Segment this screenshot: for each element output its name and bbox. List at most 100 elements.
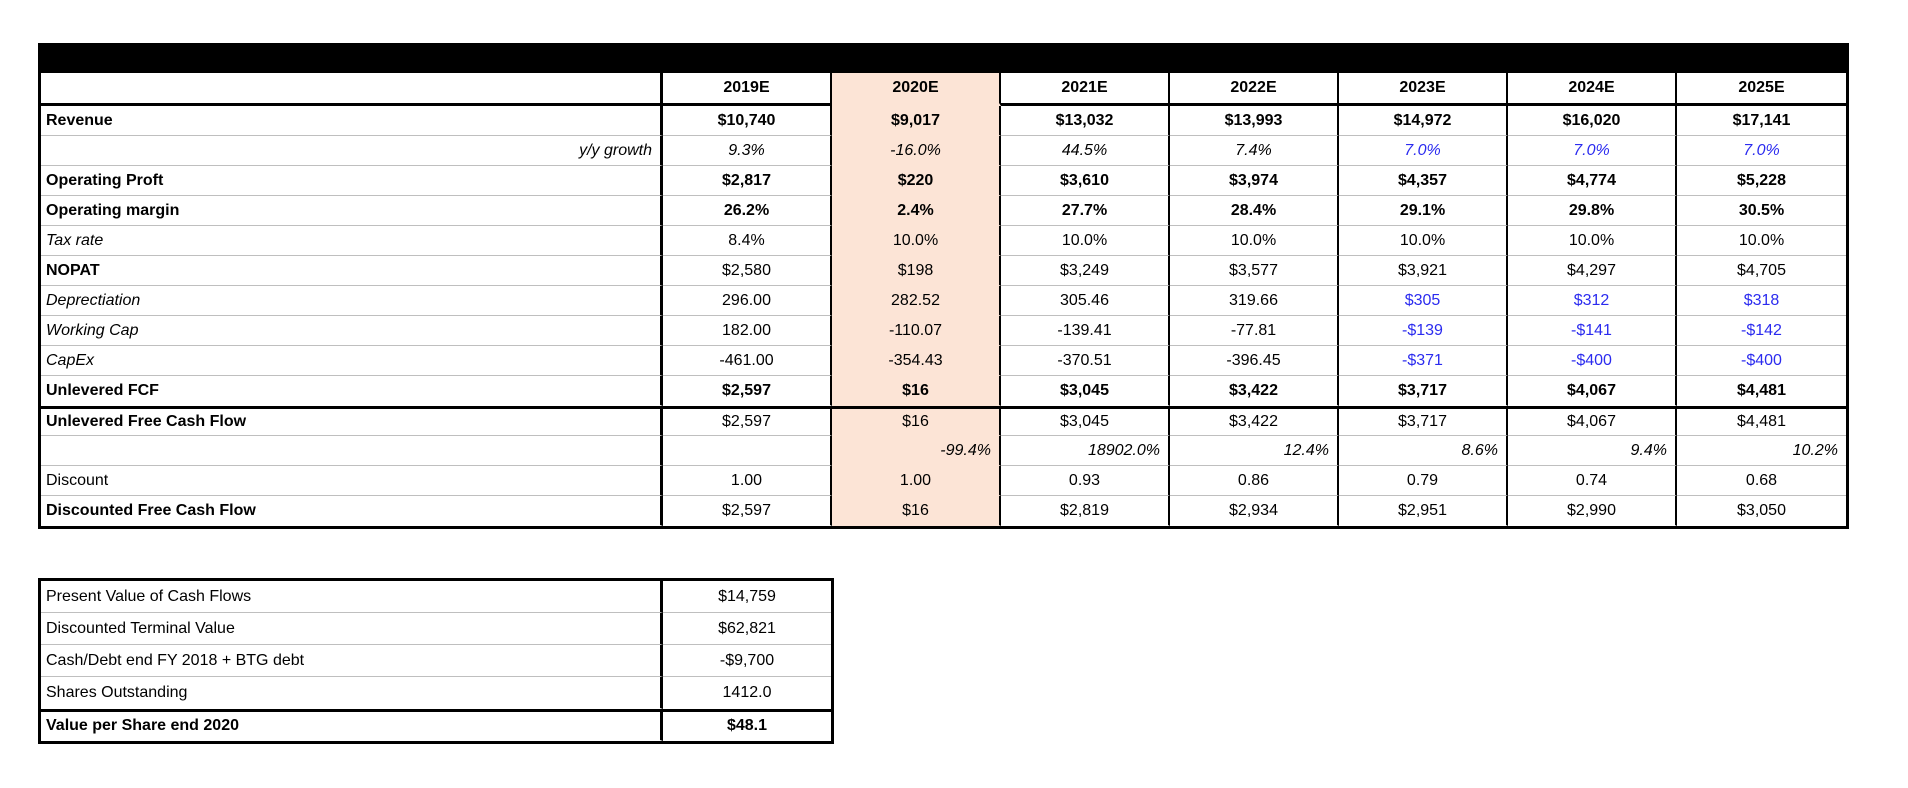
cell-2024e-capex[interactable]: -$400 (1508, 346, 1677, 376)
cell-2022e-operating-proft[interactable]: $3,974 (1170, 166, 1339, 196)
cell-2020e-unlevered-free-cash-flow[interactable]: $16 (832, 406, 1001, 436)
summary-value-cash-debt-end-fy-2018-btg-debt[interactable]: -$9,700 (663, 645, 831, 677)
summary-label-cash-debt-end-fy-2018-btg-debt[interactable]: Cash/Debt end FY 2018 + BTG debt (41, 645, 663, 677)
row-label-discount[interactable]: Discount (41, 466, 663, 496)
cell-2019e-operating-margin[interactable]: 26.2% (663, 196, 832, 226)
column-header-2025e[interactable]: 2025E (1677, 73, 1846, 106)
cell-2020e-row11[interactable]: -99.4% (832, 436, 1001, 466)
summary-label-shares-outstanding[interactable]: Shares Outstanding (41, 677, 663, 709)
cell-2020e-tax-rate[interactable]: 10.0% (832, 226, 1001, 256)
cell-2019e-working-cap[interactable]: 182.00 (663, 316, 832, 346)
cell-2024e-unlevered-fcf[interactable]: $4,067 (1508, 376, 1677, 406)
cell-2021e-y-y-growth[interactable]: 44.5% (1001, 136, 1170, 166)
cell-2023e-y-y-growth[interactable]: 7.0% (1339, 136, 1508, 166)
cell-2021e-unlevered-fcf[interactable]: $3,045 (1001, 376, 1170, 406)
cell-2022e-tax-rate[interactable]: 10.0% (1170, 226, 1339, 256)
cell-2022e-discount[interactable]: 0.86 (1170, 466, 1339, 496)
cell-2023e-discount[interactable]: 0.79 (1339, 466, 1508, 496)
column-header-2019e[interactable]: 2019E (663, 73, 832, 106)
cell-2025e-unlevered-free-cash-flow[interactable]: $4,481 (1677, 406, 1846, 436)
summary-value-discounted-terminal-value[interactable]: $62,821 (663, 613, 831, 645)
cell-2020e-discount[interactable]: 1.00 (832, 466, 1001, 496)
cell-2025e-capex[interactable]: -$400 (1677, 346, 1846, 376)
row-label-row11[interactable] (41, 436, 663, 466)
row-label-capex[interactable]: CapEx (41, 346, 663, 376)
cell-2024e-operating-margin[interactable]: 29.8% (1508, 196, 1677, 226)
cell-2020e-capex[interactable]: -354.43 (832, 346, 1001, 376)
cell-2022e-deprectiation[interactable]: 319.66 (1170, 286, 1339, 316)
row-label-deprectiation[interactable]: Deprectiation (41, 286, 663, 316)
cell-2021e-discount[interactable]: 0.93 (1001, 466, 1170, 496)
cell-2024e-tax-rate[interactable]: 10.0% (1508, 226, 1677, 256)
cell-2023e-tax-rate[interactable]: 10.0% (1339, 226, 1508, 256)
cell-2020e-unlevered-fcf[interactable]: $16 (832, 376, 1001, 406)
cell-2024e-revenue[interactable]: $16,020 (1508, 106, 1677, 136)
cell-2025e-nopat[interactable]: $4,705 (1677, 256, 1846, 286)
cell-2020e-discounted-free-cash-flow[interactable]: $16 (832, 496, 1001, 526)
summary-label-value-per-share-end-2020[interactable]: Value per Share end 2020 (41, 709, 663, 741)
cell-2024e-operating-proft[interactable]: $4,774 (1508, 166, 1677, 196)
cell-2020e-nopat[interactable]: $198 (832, 256, 1001, 286)
cell-2023e-deprectiation[interactable]: $305 (1339, 286, 1508, 316)
cell-2020e-y-y-growth[interactable]: -16.0% (832, 136, 1001, 166)
cell-2022e-operating-margin[interactable]: 28.4% (1170, 196, 1339, 226)
cell-2023e-unlevered-free-cash-flow[interactable]: $3,717 (1339, 406, 1508, 436)
cell-2019e-deprectiation[interactable]: 296.00 (663, 286, 832, 316)
cell-2025e-operating-proft[interactable]: $5,228 (1677, 166, 1846, 196)
column-header-2023e[interactable]: 2023E (1339, 73, 1508, 106)
summary-value-present-value-of-cash-flows[interactable]: $14,759 (663, 581, 831, 613)
summary-label-present-value-of-cash-flows[interactable]: Present Value of Cash Flows (41, 581, 663, 613)
cell-2023e-discounted-free-cash-flow[interactable]: $2,951 (1339, 496, 1508, 526)
cell-2025e-deprectiation[interactable]: $318 (1677, 286, 1846, 316)
cell-2025e-revenue[interactable]: $17,141 (1677, 106, 1846, 136)
row-label-tax-rate[interactable]: Tax rate (41, 226, 663, 256)
cell-2025e-y-y-growth[interactable]: 7.0% (1677, 136, 1846, 166)
cell-2019e-unlevered-free-cash-flow[interactable]: $2,597 (663, 406, 832, 436)
cell-2023e-operating-margin[interactable]: 29.1% (1339, 196, 1508, 226)
cell-2024e-working-cap[interactable]: -$141 (1508, 316, 1677, 346)
cell-2021e-unlevered-free-cash-flow[interactable]: $3,045 (1001, 406, 1170, 436)
cell-2019e-discounted-free-cash-flow[interactable]: $2,597 (663, 496, 832, 526)
cell-2024e-unlevered-free-cash-flow[interactable]: $4,067 (1508, 406, 1677, 436)
row-label-y-y-growth[interactable]: y/y growth (41, 136, 663, 166)
cell-2021e-deprectiation[interactable]: 305.46 (1001, 286, 1170, 316)
cell-2021e-operating-margin[interactable]: 27.7% (1001, 196, 1170, 226)
cell-2025e-tax-rate[interactable]: 10.0% (1677, 226, 1846, 256)
cell-2024e-y-y-growth[interactable]: 7.0% (1508, 136, 1677, 166)
cell-2020e-revenue[interactable]: $9,017 (832, 106, 1001, 136)
summary-value-shares-outstanding[interactable]: 1412.0 (663, 677, 831, 709)
row-label-unlevered-free-cash-flow[interactable]: Unlevered Free Cash Flow (41, 406, 663, 436)
cell-2021e-operating-proft[interactable]: $3,610 (1001, 166, 1170, 196)
cell-2019e-revenue[interactable]: $10,740 (663, 106, 832, 136)
cell-2023e-capex[interactable]: -$371 (1339, 346, 1508, 376)
summary-value-value-per-share-end-2020[interactable]: $48.1 (663, 709, 831, 741)
cell-2020e-deprectiation[interactable]: 282.52 (832, 286, 1001, 316)
cell-2019e-discount[interactable]: 1.00 (663, 466, 832, 496)
cell-2022e-nopat[interactable]: $3,577 (1170, 256, 1339, 286)
cell-2022e-revenue[interactable]: $13,993 (1170, 106, 1339, 136)
row-label-unlevered-fcf[interactable]: Unlevered FCF (41, 376, 663, 406)
cell-2024e-deprectiation[interactable]: $312 (1508, 286, 1677, 316)
cell-2019e-operating-proft[interactable]: $2,817 (663, 166, 832, 196)
cell-2023e-operating-proft[interactable]: $4,357 (1339, 166, 1508, 196)
cell-2023e-nopat[interactable]: $3,921 (1339, 256, 1508, 286)
cell-2025e-row11[interactable]: 10.2% (1677, 436, 1846, 466)
cell-2025e-operating-margin[interactable]: 30.5% (1677, 196, 1846, 226)
row-label-nopat[interactable]: NOPAT (41, 256, 663, 286)
cell-2020e-operating-margin[interactable]: 2.4% (832, 196, 1001, 226)
cell-2022e-row11[interactable]: 12.4% (1170, 436, 1339, 466)
cell-2023e-row11[interactable]: 8.6% (1339, 436, 1508, 466)
cell-2024e-row11[interactable]: 9.4% (1508, 436, 1677, 466)
cell-2020e-working-cap[interactable]: -110.07 (832, 316, 1001, 346)
cell-2021e-revenue[interactable]: $13,032 (1001, 106, 1170, 136)
row-label-discounted-free-cash-flow[interactable]: Discounted Free Cash Flow (41, 496, 663, 526)
cell-2021e-row11[interactable]: 18902.0% (1001, 436, 1170, 466)
cell-2019e-nopat[interactable]: $2,580 (663, 256, 832, 286)
column-header-2024e[interactable]: 2024E (1508, 73, 1677, 106)
column-header-2021e[interactable]: 2021E (1001, 73, 1170, 106)
cell-2023e-unlevered-fcf[interactable]: $3,717 (1339, 376, 1508, 406)
cell-2021e-tax-rate[interactable]: 10.0% (1001, 226, 1170, 256)
cell-2025e-discount[interactable]: 0.68 (1677, 466, 1846, 496)
cell-2023e-working-cap[interactable]: -$139 (1339, 316, 1508, 346)
cell-2024e-discount[interactable]: 0.74 (1508, 466, 1677, 496)
